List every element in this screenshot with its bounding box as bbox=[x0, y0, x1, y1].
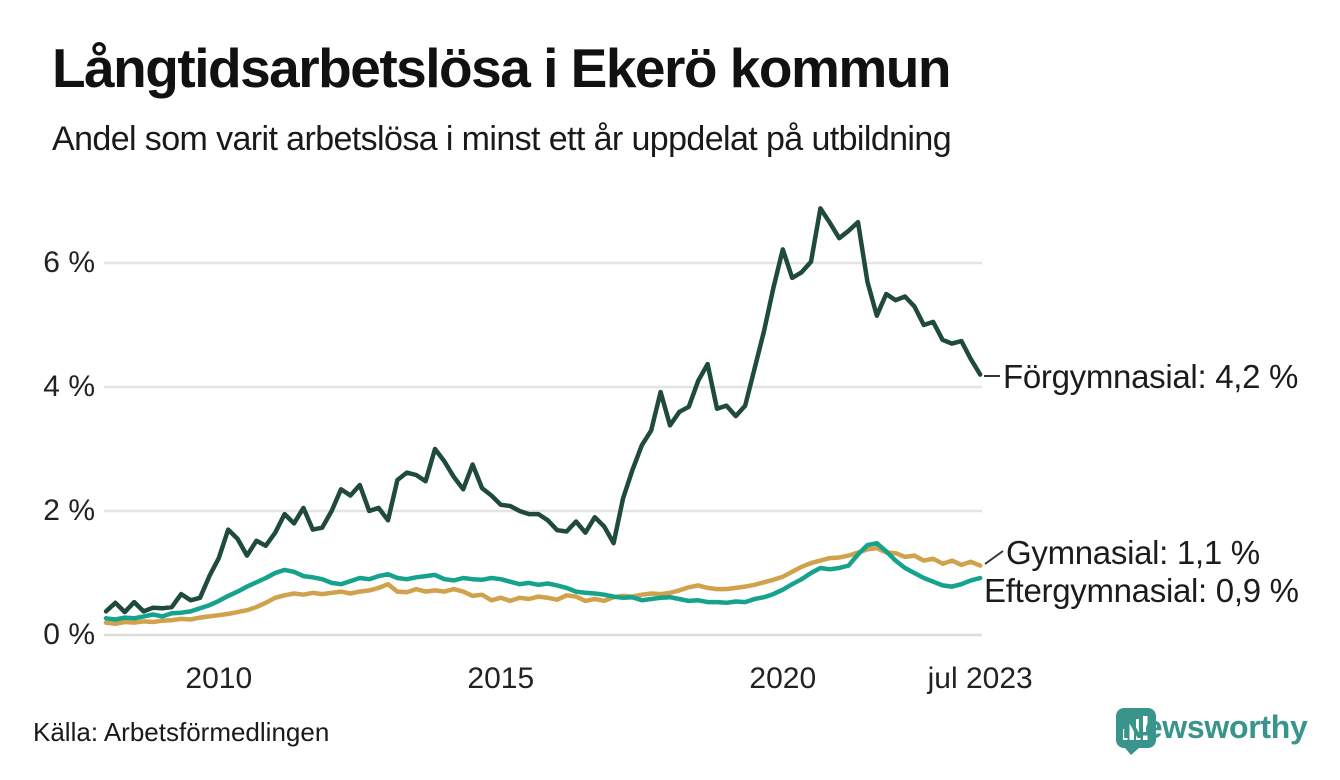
logo-exclamation-bar bbox=[1143, 716, 1148, 732]
logo-bar-small bbox=[1123, 729, 1128, 740]
y-tick-0: 0 % bbox=[43, 618, 95, 651]
x-tick-2015: 2015 bbox=[467, 662, 535, 695]
source-attribution: Källa: Arbetsförmedlingen bbox=[33, 717, 330, 747]
leader-gymnasial bbox=[984, 550, 1004, 565]
y-tick-6: 6 % bbox=[43, 246, 95, 279]
page-title: Långtidsarbetslösa i Ekerö kommun bbox=[52, 37, 951, 99]
newsworthy-brand: Newsworthy bbox=[1112, 706, 1308, 748]
logo-bar-medium bbox=[1129, 724, 1134, 740]
series-end-label-gymnasial: Gymnasial: 1,1 % bbox=[1006, 534, 1260, 571]
y-tick-4: 4 % bbox=[43, 370, 95, 403]
x-tick-2010: 2010 bbox=[185, 662, 253, 695]
x-tick-2020: 2020 bbox=[749, 662, 817, 695]
series-end-label-eftergymnasial: Eftergymnasial: 0,9 % bbox=[984, 572, 1299, 609]
line-förgymnasial bbox=[103, 206, 983, 615]
logo-bar-large bbox=[1136, 719, 1141, 740]
y-tick-2: 2 % bbox=[43, 494, 95, 527]
page-subtitle: Andel som varit arbetslösa i minst ett å… bbox=[52, 120, 952, 158]
line-eftergymnasial bbox=[103, 540, 983, 622]
series-end-label-forgymnasial: Förgymnasial: 4,2 % bbox=[1003, 358, 1299, 395]
label-leader-lines bbox=[984, 375, 1004, 565]
gridlines bbox=[104, 261, 982, 637]
newsworthy-logo-icon bbox=[1116, 708, 1156, 755]
series-lines bbox=[103, 206, 983, 627]
newsworthy-wordmark: Newsworthy bbox=[1122, 709, 1308, 745]
x-tick-jul-2023: jul 2023 bbox=[927, 662, 1033, 695]
line-gymnasial bbox=[103, 545, 983, 627]
logo-exclamation-dot bbox=[1143, 735, 1148, 740]
